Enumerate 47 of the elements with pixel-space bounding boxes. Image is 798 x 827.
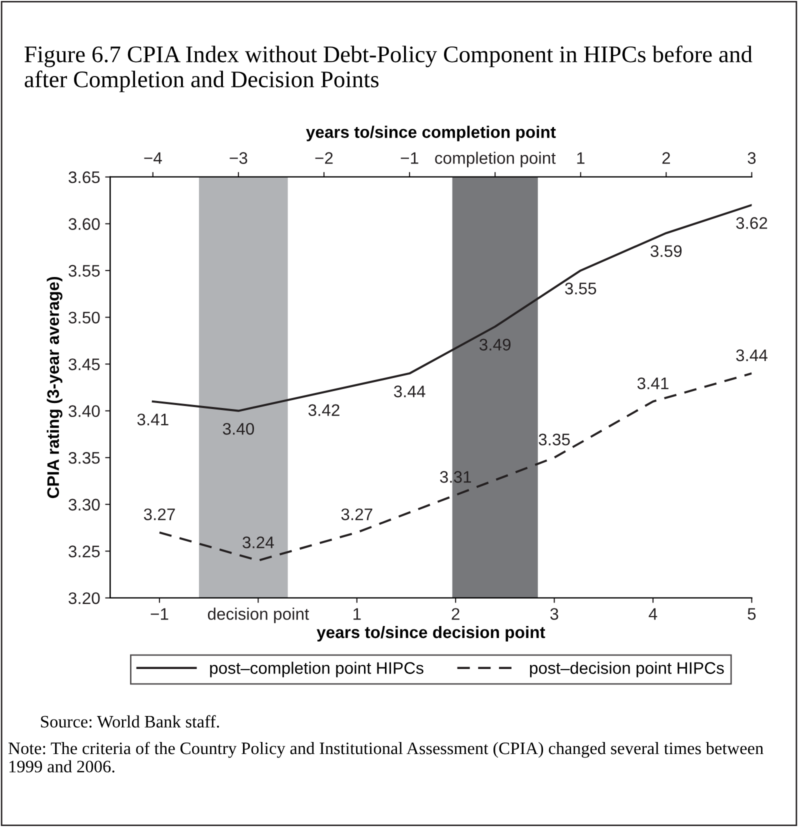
y-tick-label: 3.25 <box>68 546 100 558</box>
data-label: 3.42 <box>308 404 340 416</box>
data-label: 3.41 <box>637 377 668 390</box>
legend-label: post–completion point HIPCs <box>210 662 424 678</box>
x2-tick-label: 3 <box>748 152 756 164</box>
x2-tick-label: −2 <box>315 152 333 164</box>
y-tick-label: 3.40 <box>68 405 100 418</box>
y-tick-label: 3.65 <box>68 171 100 184</box>
y-tick-label: 3.45 <box>68 358 100 370</box>
y-axis-title: CPIA rating (3-year average) <box>46 276 62 498</box>
x-tick-label: 1 <box>354 608 361 620</box>
x2-tick-label: −1 <box>400 152 418 164</box>
y-tick-label: 3.35 <box>68 452 100 464</box>
x-tick-label: 5 <box>748 608 756 620</box>
data-label: 3.27 <box>341 508 372 520</box>
x2-tick-label: −3 <box>230 152 248 164</box>
data-label: 3.35 <box>538 434 570 446</box>
x-tick-label: decision point <box>208 608 310 624</box>
data-label: 3.24 <box>242 536 274 548</box>
data-label: 3.44 <box>736 349 768 362</box>
x-tick-label: 3 <box>550 608 558 620</box>
data-label: 3.40 <box>222 422 254 435</box>
x-axis-title: years to/since decision point <box>316 626 546 642</box>
x-tick-label: 4 <box>648 608 658 620</box>
y-tick-label: 3.20 <box>68 592 100 604</box>
legend-label: post–decision point HIPCs <box>530 662 724 678</box>
data-label: 3.27 <box>144 508 175 520</box>
data-label: 3.59 <box>650 245 682 258</box>
source-note: Source: World Bank staff. <box>41 715 219 728</box>
text: Note: The criteria of the Country Policy and Institutional Assessment (CPIA) changed several times between 1999 and 2006. <box>8 742 764 772</box>
y-tick-label: 3.60 <box>68 218 100 230</box>
chart-title: Figure 6.7 CPIA Index without Debt-Policy Component in HIPCs before and after Completion and Decision Points <box>24 45 752 92</box>
data-label: 3.55 <box>565 282 596 294</box>
x2-axis-title: years to/since completion point <box>306 126 556 142</box>
data-label: 3.62 <box>736 217 768 229</box>
x2-tick-label: completion point <box>435 152 556 168</box>
x2-tick-label: 2 <box>662 152 670 164</box>
y-tick-label: 3.50 <box>68 312 100 324</box>
y-tick-label: 3.30 <box>68 498 100 511</box>
x-tick-label: −1 <box>150 608 168 620</box>
data-label: 3.49 <box>479 338 511 351</box>
y-tick-label: 3.55 <box>68 264 100 277</box>
data-label: 3.41 <box>137 414 168 426</box>
data-label: 3.44 <box>394 386 426 398</box>
x-tick-label: 2 <box>452 608 460 620</box>
x2-tick-label: −4 <box>144 152 162 164</box>
x2-tick-label: 1 <box>577 152 584 164</box>
